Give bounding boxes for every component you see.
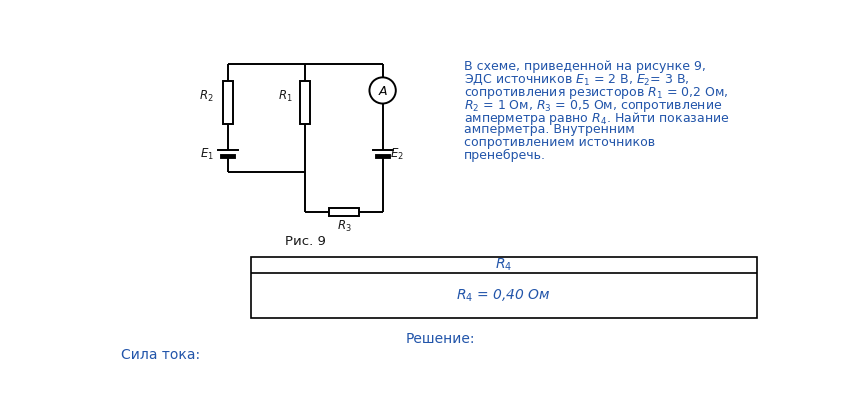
Text: Сила тока:: Сила тока: — [121, 348, 200, 362]
Bar — [223, 81, 233, 124]
Text: ЭДС источников $E_1$ = 2 В, $E_2$= 3 В,: ЭДС источников $E_1$ = 2 В, $E_2$= 3 В, — [464, 72, 690, 87]
Text: В схеме, приведенной на рисунке 9,: В схеме, приведенной на рисунке 9, — [464, 60, 706, 73]
Bar — [300, 81, 310, 124]
Text: амперметра. Внутренним: амперметра. Внутренним — [464, 123, 635, 136]
Bar — [329, 208, 359, 216]
Text: Решение:: Решение: — [406, 332, 476, 346]
Text: амперметра равно $R_4$. Найти показание: амперметра равно $R_4$. Найти показание — [464, 110, 729, 127]
Text: $R_4$: $R_4$ — [495, 257, 513, 273]
Text: пренебречь.: пренебречь. — [464, 149, 546, 162]
Text: $R_2$ = 1 Ом, $R_3$ = 0,5 Ом, сопротивление: $R_2$ = 1 Ом, $R_3$ = 0,5 Ом, сопротивле… — [464, 98, 722, 114]
Text: $R_3$: $R_3$ — [336, 219, 351, 234]
Text: A: A — [378, 85, 387, 98]
Text: $E_1$: $E_1$ — [200, 147, 213, 162]
Text: $R_4$ = 0,40 Ом: $R_4$ = 0,40 Ом — [457, 287, 551, 304]
Circle shape — [370, 77, 396, 103]
Text: $R_2$: $R_2$ — [199, 89, 213, 104]
Text: $R_1$: $R_1$ — [278, 89, 292, 104]
Bar — [251, 257, 757, 318]
Text: сопротивления резисторов $R_1$ = 0,2 Ом,: сопротивления резисторов $R_1$ = 0,2 Ом, — [464, 85, 728, 101]
Text: $E_2$: $E_2$ — [390, 147, 404, 162]
Text: Рис. 9: Рис. 9 — [285, 235, 326, 248]
Text: сопротивлением источников: сопротивлением источников — [464, 136, 655, 149]
